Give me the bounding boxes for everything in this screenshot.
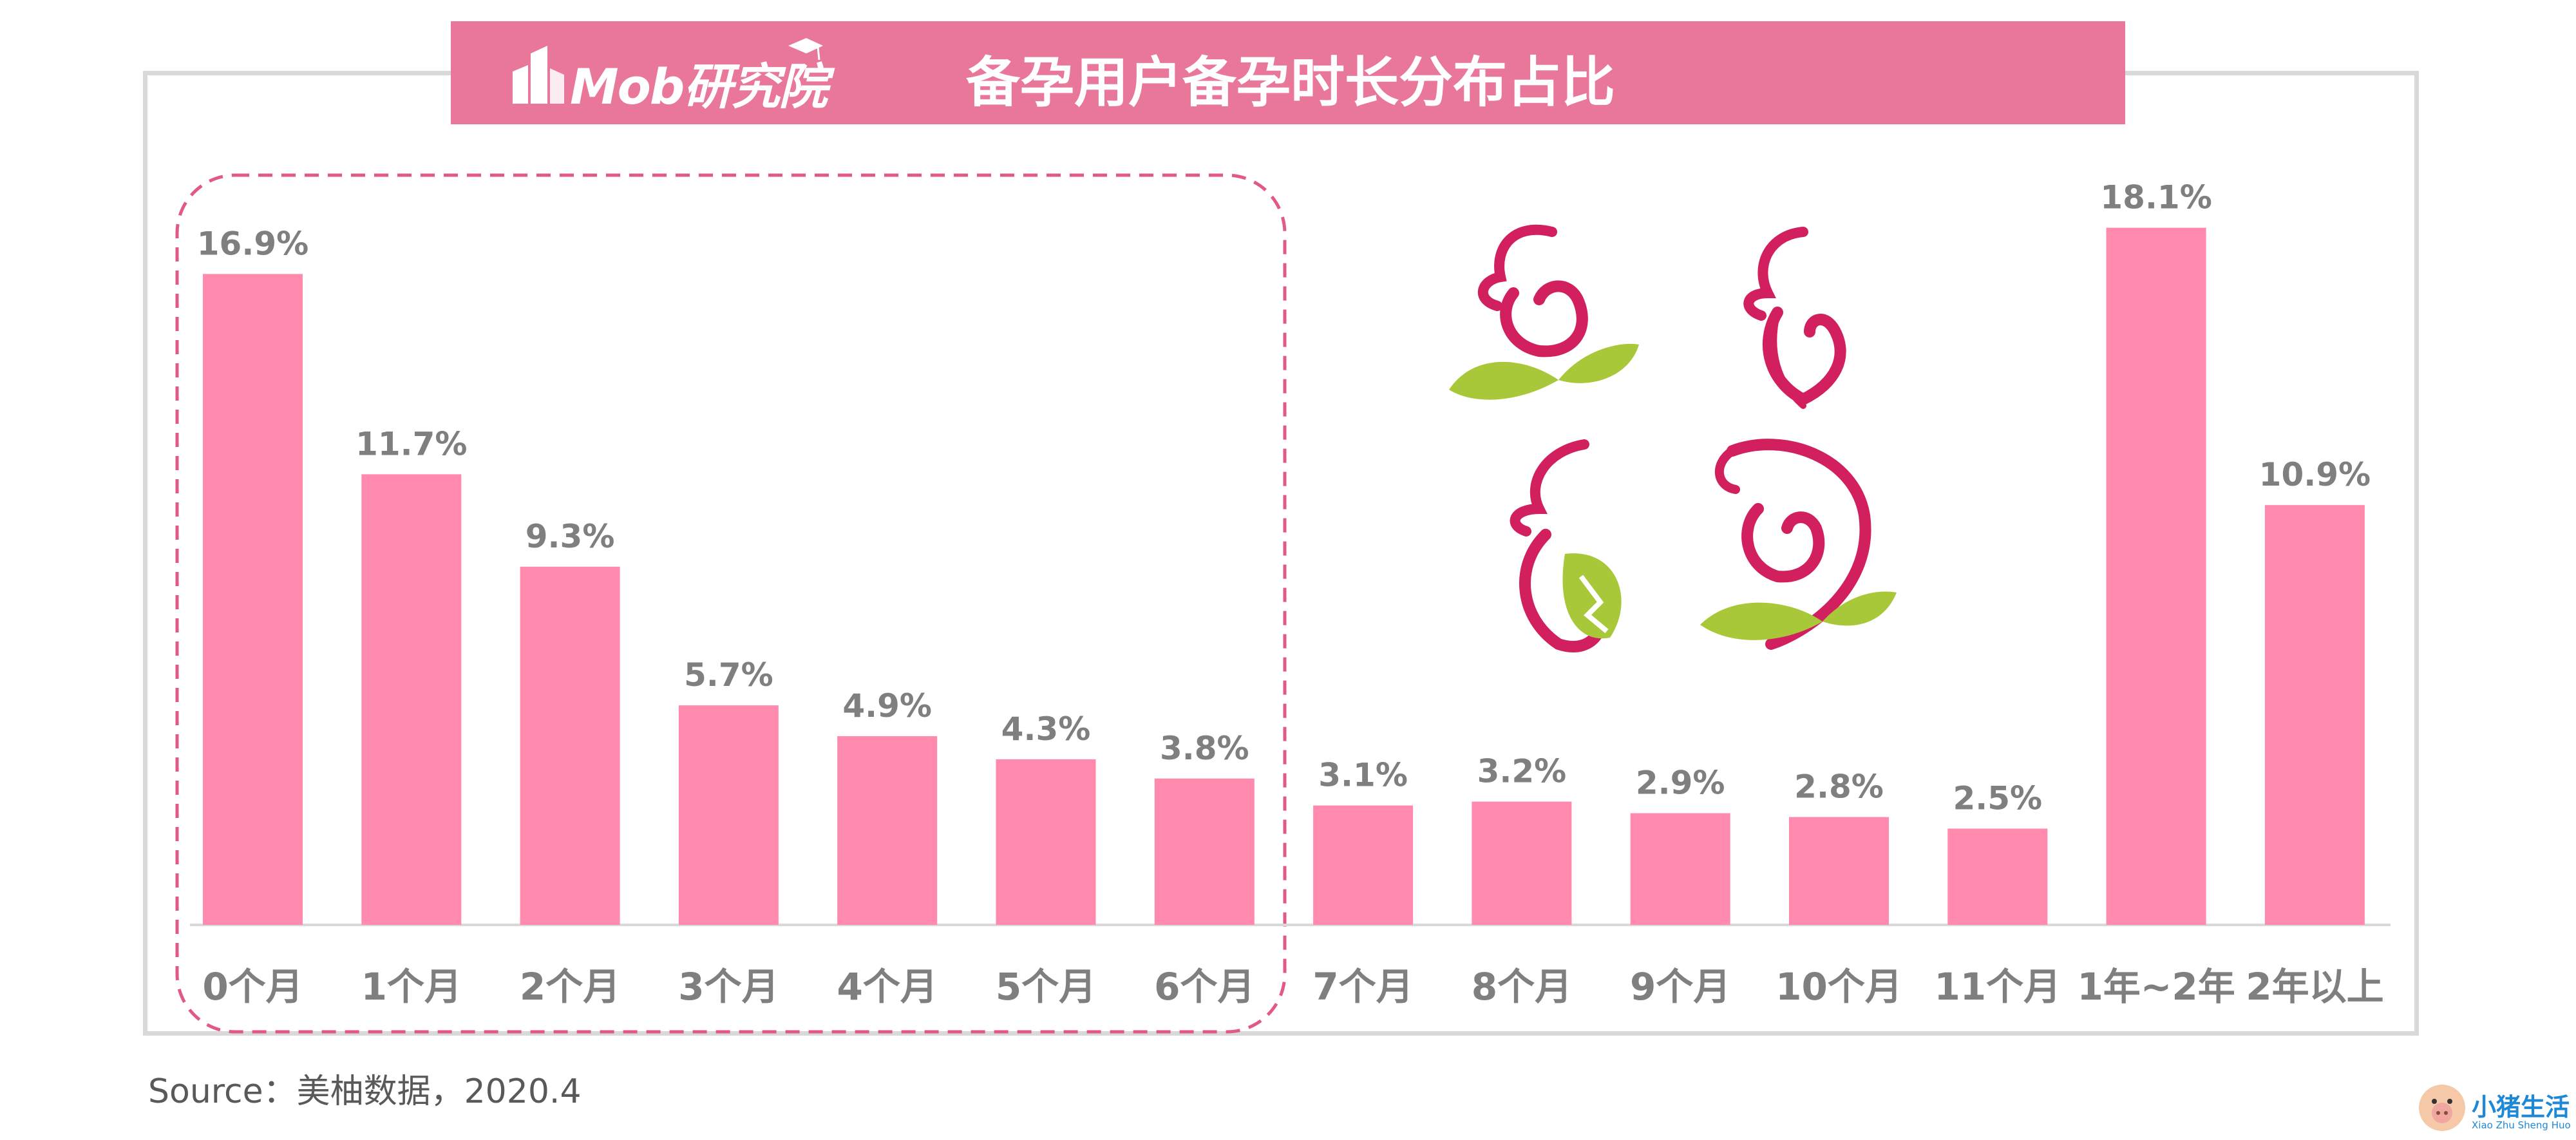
bar-3 [678, 705, 779, 925]
building-icon [513, 46, 564, 104]
title-banner: Mob研究院 备孕用户备孕时长分布占比 [451, 21, 2125, 124]
pig-avatar-icon [2419, 1085, 2465, 1131]
value-label-11: 2.5% [1953, 780, 2042, 817]
value-label-1: 11.7% [355, 425, 467, 462]
bars-group [203, 227, 2365, 925]
pregnant-leaf-icon [1510, 439, 1622, 652]
bar-10 [1789, 817, 1889, 925]
watermark-text: 小猪生活 [2472, 1093, 2570, 1121]
value-label-4: 4.9% [842, 687, 932, 725]
category-label-12: 1年~2年 [2077, 965, 2235, 1009]
bar-5 [996, 759, 1096, 925]
value-label-5: 4.3% [1001, 710, 1091, 748]
category-labels-group: 0个月 1个月 2个月 3个月 4个月 5个月 6个月 7个月 8个月 9个月 10个月 11个月 1年… [202, 965, 2383, 1009]
value-label-0: 16.9% [197, 225, 308, 262]
bar-6 [1154, 778, 1255, 925]
category-label-1: 1个月 [361, 965, 462, 1009]
category-label-10: 10个月 [1776, 965, 1902, 1009]
value-label-2: 9.3% [526, 518, 615, 555]
chart-title: 备孕用户备孕时长分布占比 [966, 51, 1616, 114]
logo-text: Mob研究院 [570, 58, 828, 115]
value-label-12: 18.1% [2100, 179, 2211, 216]
bar-12 [2106, 227, 2206, 925]
highlight-box [175, 173, 1287, 1034]
bar-1 [361, 474, 462, 925]
category-label-2: 2个月 [520, 965, 620, 1009]
category-label-3: 3个月 [678, 965, 779, 1009]
bar-8 [1472, 801, 1572, 925]
graduation-cap-icon [788, 38, 823, 61]
category-label-4: 4个月 [837, 965, 938, 1009]
mother-baby-leaf-icon [1449, 224, 1639, 400]
bar-13 [2264, 505, 2365, 925]
value-label-9: 2.9% [1636, 765, 1725, 802]
category-label-7: 7个月 [1312, 965, 1413, 1009]
watermark-subtext: Xiao Zhu Sheng Huo [2472, 1119, 2571, 1131]
value-label-3: 5.7% [684, 656, 773, 694]
category-label-11: 11个月 [1934, 965, 2061, 1009]
category-label-6: 6个月 [1154, 965, 1255, 1009]
category-label-9: 9个月 [1630, 965, 1730, 1009]
value-label-10: 2.8% [1794, 768, 1884, 806]
value-label-13: 10.9% [2259, 456, 2371, 493]
category-label-5: 5个月 [996, 965, 1096, 1009]
pregnant-silhouette-icon [1743, 227, 1846, 409]
category-label-8: 8个月 [1472, 965, 1572, 1009]
bar-4 [837, 736, 938, 925]
source-note: Source：美柚数据，2020.4 [148, 1072, 582, 1111]
category-label-13: 2年以上 [2246, 965, 2383, 1009]
bar-2 [520, 566, 620, 925]
mother-baby-heart-icon [1700, 439, 1897, 650]
bar-9 [1630, 813, 1730, 925]
value-labels-group: 16.9% 11.7% 9.3% 5.7% 4.9% 4.3% 3.8% 3.1% 3.2% 2.… [197, 179, 2371, 817]
category-label-0: 0个月 [202, 965, 303, 1009]
bar-11 [1947, 828, 2048, 925]
value-label-8: 3.2% [1477, 753, 1567, 790]
bar-7 [1313, 805, 1414, 925]
value-label-7: 3.1% [1318, 757, 1408, 794]
value-label-6: 3.8% [1160, 730, 1249, 767]
bar-0 [203, 274, 303, 925]
